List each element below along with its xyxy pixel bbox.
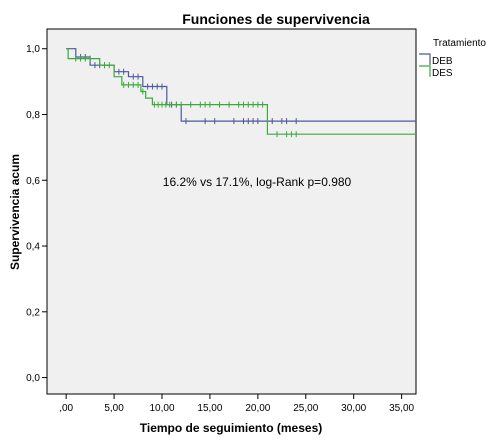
survival-curve-des — [66, 48, 416, 135]
y-tick-label: 0,6 — [26, 176, 40, 187]
y-tick-label: 0,2 — [26, 307, 40, 318]
annotation-text: 16.2% vs 17.1%, log-Rank p=0.980 — [163, 175, 352, 189]
series-layer — [66, 48, 416, 138]
plot-area — [46, 28, 417, 395]
y-tick-label: 0,8 — [26, 110, 40, 121]
legend-swatch-des — [419, 65, 431, 77]
x-tick-label: 35,00 — [389, 403, 414, 414]
x-tick-label: 20,00 — [245, 403, 270, 414]
x-tick-label: 15,00 — [197, 403, 222, 414]
x-axis-title: Tiempo de seguimiento (meses) — [140, 421, 323, 435]
x-tick-label: 10,00 — [149, 403, 174, 414]
legend-label-des: DES — [432, 68, 453, 79]
y-tick-label: 0,0 — [26, 373, 40, 384]
legend-label-deb: DEB — [432, 56, 453, 67]
y-axis: 0,0 0,2 0,4 0,6 0,8 1,0 — [26, 44, 47, 384]
y-tick-label: 0,4 — [26, 242, 40, 253]
series-des — [66, 48, 416, 138]
x-tick-label: 5,00 — [104, 403, 124, 414]
x-tick-label: 25,00 — [293, 403, 318, 414]
y-axis-title: Supervivencia acum — [8, 154, 22, 270]
x-tick-label: 30,00 — [341, 403, 366, 414]
legend-title: Tratamiento — [433, 38, 486, 49]
x-tick-label: ,00 — [59, 403, 73, 414]
x-axis: ,00 5,00 10,00 15,00 20,00 25,00 30,00 35,00 — [59, 394, 415, 414]
legend-swatch-deb — [419, 53, 431, 65]
y-tick-label: 1,0 — [26, 44, 40, 55]
chart-title: Funciones de supervivencia — [182, 11, 370, 27]
